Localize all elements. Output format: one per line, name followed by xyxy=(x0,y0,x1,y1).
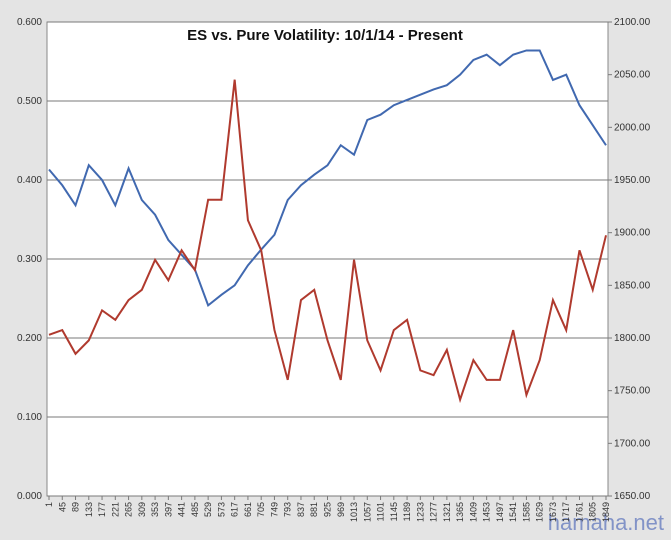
y2-tick-label: 1750.00 xyxy=(614,386,651,397)
x-tick-label: 925 xyxy=(323,502,333,517)
x-tick-label: 1277 xyxy=(429,502,439,522)
series-line xyxy=(48,79,607,404)
x-tick-label: 89 xyxy=(71,502,81,512)
y2-tick-label: 1700.00 xyxy=(614,438,651,449)
x-tick-label: 705 xyxy=(256,502,266,517)
x-tick-label: 749 xyxy=(269,502,279,517)
y2-tick-label: 1950.00 xyxy=(614,175,651,186)
x-tick-label: 617 xyxy=(230,502,240,517)
y-tick-label: 0.200 xyxy=(17,333,42,344)
x-tick-label: 441 xyxy=(177,502,187,517)
x-tick-label: 1365 xyxy=(455,502,465,522)
x-tick-label: 969 xyxy=(336,502,346,517)
y-tick-label: 0.500 xyxy=(17,96,42,107)
watermark: hamaha.net xyxy=(548,510,664,535)
y2-tick-label: 2050.00 xyxy=(614,70,651,81)
y2-tick-label: 1800.00 xyxy=(614,333,651,344)
x-tick-label: 573 xyxy=(216,502,226,517)
x-tick-label: 1189 xyxy=(402,502,412,521)
x-tick-label: 661 xyxy=(243,502,253,517)
y-tick-label: 0.600 xyxy=(17,17,42,28)
x-tick-label: 1321 xyxy=(442,502,452,522)
y2-tick-label: 2100.00 xyxy=(614,17,651,28)
x-tick-label: 1409 xyxy=(468,502,478,522)
x-tick-label: 837 xyxy=(296,502,306,517)
x-tick-label: 45 xyxy=(57,502,67,512)
y-tick-label: 0.400 xyxy=(17,175,42,186)
x-tick-label: 265 xyxy=(124,502,134,517)
y-tick-label: 0.100 xyxy=(17,412,42,423)
x-tick-label: 221 xyxy=(110,502,120,517)
x-tick-label: 1145 xyxy=(389,502,399,521)
x-tick-label: 1541 xyxy=(508,502,518,522)
x-tick-label: 1057 xyxy=(362,502,372,522)
y-tick-label: 0.300 xyxy=(17,254,42,265)
y-tick-label: 0.000 xyxy=(17,491,42,502)
x-tick-label: 1233 xyxy=(415,502,425,522)
x-tick-label: 1805 xyxy=(588,502,598,522)
x-tick-label: 177 xyxy=(97,502,107,517)
y2-tick-label: 1850.00 xyxy=(614,280,651,291)
x-tick-label: 1629 xyxy=(535,502,545,522)
x-tick-label: 397 xyxy=(163,502,173,517)
y2-tick-label: 1900.00 xyxy=(614,228,651,239)
x-tick-label: 309 xyxy=(137,502,147,517)
x-tick-label: 1585 xyxy=(521,502,531,522)
chart-title: ES vs. Pure Volatility: 10/1/14 - Presen… xyxy=(187,27,463,44)
y2-tick-label: 1650.00 xyxy=(614,491,651,502)
x-tick-label: 1453 xyxy=(482,502,492,522)
series-line xyxy=(48,49,607,307)
x-tick-label: 1101 xyxy=(376,502,386,521)
x-tick-label: 529 xyxy=(203,502,213,517)
y2-tick-label: 2000.00 xyxy=(614,122,651,133)
x-tick-label: 1497 xyxy=(495,502,505,522)
x-tick-label: 793 xyxy=(283,502,293,517)
x-tick-label: 1761 xyxy=(574,502,584,522)
x-tick-label: 1849 xyxy=(601,502,611,522)
x-tick-label: 1717 xyxy=(561,502,571,522)
x-tick-label: 1 xyxy=(44,502,54,507)
x-tick-label: 353 xyxy=(150,502,160,517)
x-tick-label: 485 xyxy=(190,502,200,517)
x-tick-label: 1673 xyxy=(548,502,558,522)
x-tick-label: 881 xyxy=(309,502,319,517)
x-tick-label: 1013 xyxy=(349,502,359,522)
x-tick-label: 133 xyxy=(84,502,94,517)
